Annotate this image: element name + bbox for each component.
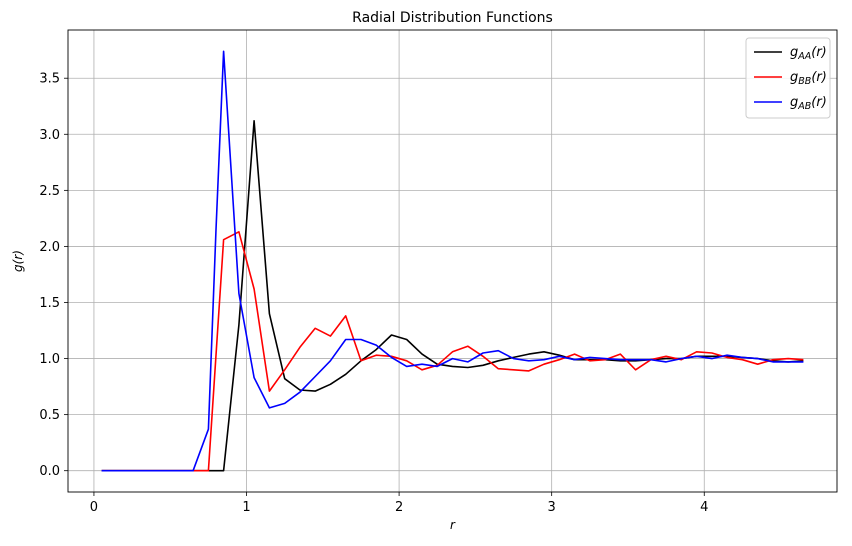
x-tick-label: 4 [700,500,708,515]
series-layer [101,50,804,472]
series-line-aa [101,120,804,472]
axis-ticks: 0 1 2 3 4 0.0 0.5 1.0 1.5 2.0 2.5 3.0 3.5 [39,72,708,515]
legend: gAA(r)gBB(r)gAB(r) [745,37,831,119]
y-tick-label: 2.5 [39,184,60,199]
x-tick-label: 3 [548,500,556,515]
legend-label-main: g [790,95,798,110]
x-tick-label: 0 [90,500,98,515]
x-tick-label: 2 [395,500,403,515]
y-tick-label: 3.5 [39,72,60,87]
series-line-ab [101,50,804,472]
y-tick-label: 0.5 [39,408,60,423]
legend-label-main: g [790,45,798,60]
legend-label-tail: (r) [811,95,827,110]
legend-label-sub: AA [797,51,811,62]
legend-label-sub: BB [798,76,811,87]
y-axis-label: g(r) [11,250,25,272]
x-axis-label: r [450,518,456,532]
grid-lines [68,30,837,492]
plot-area-frame [67,29,838,493]
y-tick-label: 0.0 [39,464,60,479]
legend-box [745,37,831,119]
x-tick-label: 1 [242,500,250,515]
legend-label-tail: (r) [811,45,827,60]
legend-label: gAB(r) [790,95,827,112]
legend-label-main: g [790,70,798,85]
legend-label: gAA(r) [790,45,827,62]
y-tick-label: 1.0 [39,352,60,367]
y-tick-label: 2.0 [39,240,60,255]
legend-label: gBB(r) [790,70,827,87]
y-tick-label: 3.0 [39,128,60,143]
legend-label-sub: AB [797,101,811,112]
y-tick-label: 1.5 [39,296,60,311]
legend-label-tail: (r) [811,70,827,85]
chart-title: Radial Distribution Functions [352,10,553,26]
